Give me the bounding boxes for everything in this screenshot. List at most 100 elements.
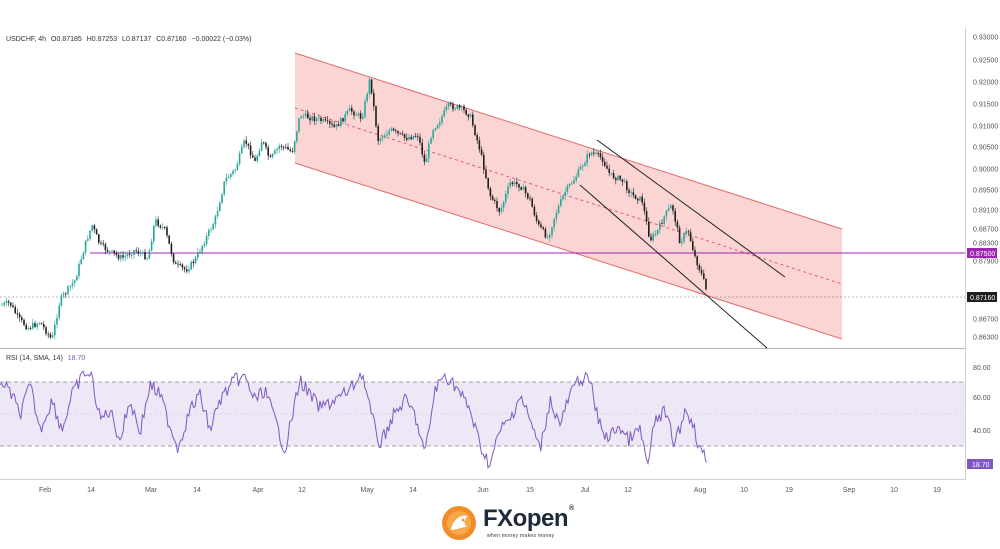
last-price-badge: 0.87160 bbox=[970, 295, 995, 302]
candle-body bbox=[557, 205, 560, 213]
trendline-upper bbox=[596, 139, 786, 278]
candle-body bbox=[54, 324, 56, 336]
candle-body bbox=[630, 192, 632, 194]
candle-body bbox=[333, 124, 335, 127]
candle-body bbox=[247, 143, 250, 146]
symbol-label: USDCHF, 4h bbox=[6, 36, 46, 43]
candle-body bbox=[329, 121, 331, 124]
candle-body bbox=[21, 317, 23, 320]
fxopen-logo: FXopen® when money makes money bbox=[439, 503, 589, 543]
price-tick-label: 0.92000 bbox=[973, 80, 998, 87]
candle-body bbox=[221, 194, 223, 203]
candle-body bbox=[38, 323, 41, 325]
candle-body bbox=[478, 140, 481, 150]
time-tick-label: Feb bbox=[39, 487, 51, 494]
time-tick-label: Mar bbox=[145, 487, 158, 494]
candle-body bbox=[518, 184, 520, 188]
brand-tagline: when money makes money bbox=[487, 533, 555, 539]
price-tick-label: 0.86300 bbox=[973, 335, 998, 342]
candle-body bbox=[606, 165, 608, 169]
candle-body bbox=[579, 166, 582, 170]
candle-body bbox=[700, 270, 703, 274]
candle-body bbox=[423, 154, 426, 162]
candle-body bbox=[621, 179, 624, 182]
candle-body bbox=[40, 323, 43, 325]
candle-body bbox=[95, 229, 98, 235]
candle-body bbox=[214, 216, 217, 225]
candle-body bbox=[381, 137, 384, 139]
candle-body bbox=[102, 243, 104, 245]
time-tick-label: Jul bbox=[581, 487, 590, 494]
candle-body bbox=[208, 230, 210, 236]
candle-body bbox=[324, 119, 327, 121]
candle-body bbox=[23, 319, 25, 326]
candle-body bbox=[181, 264, 184, 268]
candle-body bbox=[445, 106, 448, 111]
time-tick-label: 14 bbox=[409, 487, 417, 494]
candle-body bbox=[51, 335, 54, 338]
candle-body bbox=[454, 108, 456, 110]
candle-body bbox=[656, 229, 659, 235]
candle-body bbox=[309, 118, 311, 121]
candle-body bbox=[32, 323, 34, 329]
candle-body bbox=[520, 187, 522, 190]
candle-body bbox=[91, 225, 93, 231]
candle-body bbox=[58, 305, 60, 318]
candle-body bbox=[623, 181, 626, 182]
candle-body bbox=[153, 225, 155, 242]
candle-body bbox=[549, 235, 551, 238]
candle-body bbox=[434, 128, 437, 131]
candle-body bbox=[346, 110, 349, 115]
time-tick-label: 10 bbox=[740, 487, 748, 494]
candle-body bbox=[692, 240, 694, 251]
candle-body bbox=[117, 254, 120, 259]
candle-body bbox=[610, 173, 613, 174]
candle-body bbox=[212, 224, 214, 230]
candle-body bbox=[590, 152, 593, 155]
candle-body bbox=[183, 267, 186, 270]
candle-body bbox=[232, 170, 234, 174]
candle-body bbox=[522, 187, 525, 190]
candle-body bbox=[566, 185, 569, 192]
candle-body bbox=[43, 324, 45, 328]
candle-body bbox=[368, 79, 371, 94]
trendline-lower bbox=[579, 184, 768, 349]
candle-body bbox=[276, 148, 278, 151]
candle-body bbox=[18, 314, 21, 318]
candle-body bbox=[500, 207, 503, 212]
candle-body bbox=[238, 153, 241, 164]
candle-body bbox=[80, 259, 82, 264]
candle-body bbox=[219, 202, 221, 212]
candle-body bbox=[69, 286, 71, 287]
candle-body bbox=[67, 286, 69, 294]
candle-body bbox=[326, 120, 329, 122]
candle-body bbox=[161, 227, 164, 228]
rsi-label: RSI (14, SMA, 14) bbox=[6, 355, 63, 362]
candle-body bbox=[683, 233, 685, 242]
candle-body bbox=[379, 138, 382, 142]
candle-body bbox=[401, 133, 404, 135]
candle-body bbox=[417, 136, 419, 138]
candle-body bbox=[575, 176, 577, 181]
candle-body bbox=[428, 143, 430, 159]
candle-body bbox=[511, 182, 514, 185]
time-tick-label: May bbox=[360, 487, 374, 494]
candle-body bbox=[595, 152, 597, 154]
candle-body bbox=[447, 103, 450, 107]
time-tick-label: 14 bbox=[87, 487, 95, 494]
candle-body bbox=[16, 313, 19, 315]
candle-body bbox=[287, 146, 289, 150]
candle-body bbox=[388, 130, 390, 135]
candle-body bbox=[615, 178, 617, 181]
candle-body bbox=[441, 116, 443, 123]
change-value: −0.00022 (−0.03%) bbox=[192, 36, 252, 43]
candle-body bbox=[111, 250, 113, 252]
candle-body bbox=[386, 134, 388, 136]
time-tick-label: 19 bbox=[785, 487, 793, 494]
candle-body bbox=[555, 212, 558, 219]
candle-body bbox=[201, 246, 203, 252]
candle-body bbox=[689, 232, 692, 241]
candle-body bbox=[553, 218, 555, 228]
channel-lower-line bbox=[294, 162, 843, 340]
